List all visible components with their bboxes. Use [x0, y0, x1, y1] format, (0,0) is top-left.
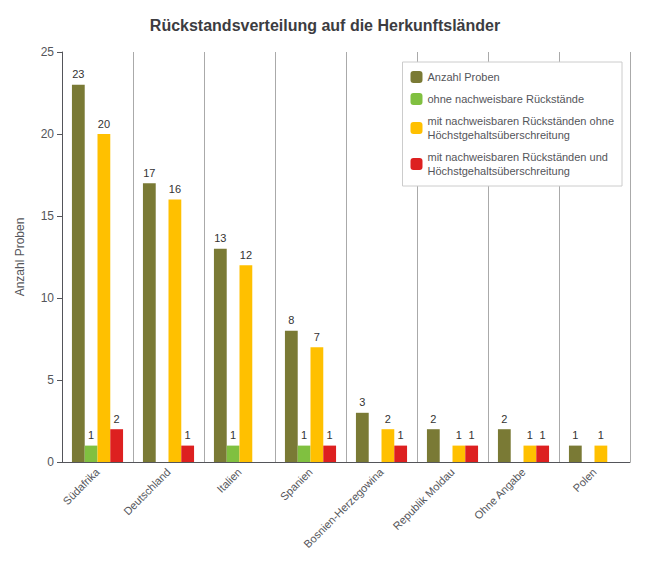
svg-text:12: 12	[240, 249, 252, 261]
svg-text:1: 1	[185, 429, 191, 441]
svg-text:13: 13	[214, 232, 226, 244]
svg-text:Polen: Polen	[570, 466, 598, 494]
svg-text:Bosnien-Herzegowina: Bosnien-Herzegowina	[301, 465, 386, 550]
svg-text:0: 0	[47, 455, 54, 469]
svg-text:mit nachweisbaren Rückständen: mit nachweisbaren Rückständen und	[427, 151, 607, 163]
svg-text:3: 3	[359, 396, 365, 408]
svg-text:1: 1	[88, 429, 94, 441]
svg-text:2: 2	[114, 413, 120, 425]
svg-text:Höchstgehaltsüberschreitung: Höchstgehaltsüberschreitung	[427, 129, 569, 141]
svg-text:Rückstandsverteilung auf die H: Rückstandsverteilung auf die Herkunftslä…	[150, 17, 500, 34]
svg-text:1: 1	[456, 429, 462, 441]
svg-text:25: 25	[41, 45, 55, 59]
svg-text:Südafrika: Südafrika	[60, 465, 102, 507]
svg-text:mit nachweisbaren Rückständen: mit nachweisbaren Rückständen ohne	[427, 115, 614, 127]
svg-text:1: 1	[527, 429, 533, 441]
svg-text:Republik Moldau: Republik Moldau	[390, 466, 456, 532]
svg-text:1: 1	[540, 429, 546, 441]
svg-text:Deutschland: Deutschland	[121, 466, 173, 518]
svg-text:Spanien: Spanien	[278, 466, 315, 503]
svg-text:1: 1	[598, 429, 604, 441]
svg-text:Anzahl Proben: Anzahl Proben	[427, 71, 499, 83]
svg-text:Höchstgehaltsüberschreitung: Höchstgehaltsüberschreitung	[427, 165, 569, 177]
svg-text:ohne nachweisbare Rückstände: ohne nachweisbare Rückstände	[427, 93, 584, 105]
svg-text:5: 5	[47, 373, 54, 387]
svg-text:Anzahl Proben: Anzahl Proben	[13, 218, 27, 297]
svg-text:23: 23	[72, 68, 84, 80]
svg-text:2: 2	[430, 413, 436, 425]
svg-text:1: 1	[469, 429, 475, 441]
svg-text:1: 1	[301, 429, 307, 441]
svg-text:20: 20	[98, 118, 110, 130]
svg-text:1: 1	[327, 429, 333, 441]
svg-text:1: 1	[230, 429, 236, 441]
svg-text:16: 16	[169, 183, 181, 195]
svg-text:2: 2	[385, 413, 391, 425]
svg-text:20: 20	[41, 127, 55, 141]
svg-text:1: 1	[398, 429, 404, 441]
svg-text:15: 15	[41, 209, 55, 223]
svg-text:10: 10	[41, 291, 55, 305]
svg-text:17: 17	[143, 167, 155, 179]
svg-text:Ohne Angabe: Ohne Angabe	[472, 466, 528, 522]
svg-text:8: 8	[288, 314, 294, 326]
svg-text:7: 7	[314, 331, 320, 343]
svg-text:2: 2	[501, 413, 507, 425]
svg-text:1: 1	[572, 429, 578, 441]
svg-text:Italien: Italien	[215, 466, 244, 495]
